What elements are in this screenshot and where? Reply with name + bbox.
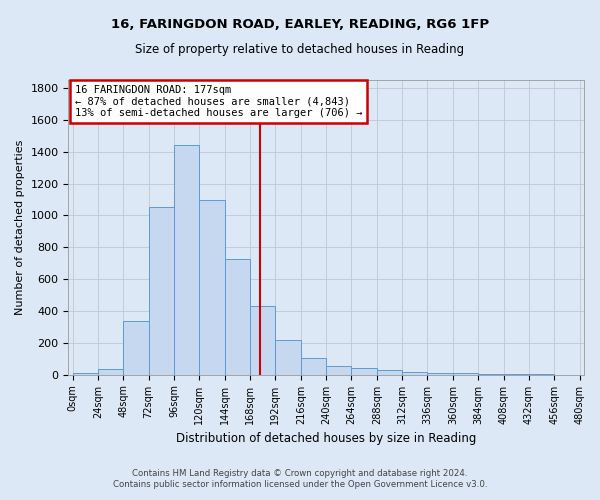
Bar — [250, 306, 275, 374]
Bar — [225, 259, 250, 374]
Bar — [427, 373, 453, 374]
Text: 16 FARINGDON ROAD: 177sqm
← 87% of detached houses are smaller (4,843)
13% of se: 16 FARINGDON ROAD: 177sqm ← 87% of detac… — [75, 85, 362, 118]
Bar — [149, 206, 174, 374]
Bar — [124, 320, 149, 374]
Text: 16, FARINGDON ROAD, EARLEY, READING, RG6 1FP: 16, FARINGDON ROAD, EARLEY, READING, RG6… — [111, 18, 489, 30]
Bar — [73, 373, 98, 374]
Y-axis label: Number of detached properties: Number of detached properties — [15, 140, 25, 315]
Bar — [275, 340, 301, 374]
Bar — [301, 358, 326, 374]
Text: Contains HM Land Registry data © Crown copyright and database right 2024.: Contains HM Land Registry data © Crown c… — [132, 468, 468, 477]
Text: Contains public sector information licensed under the Open Government Licence v3: Contains public sector information licen… — [113, 480, 487, 489]
Bar — [174, 146, 199, 374]
Text: Size of property relative to detached houses in Reading: Size of property relative to detached ho… — [136, 42, 464, 56]
Bar — [377, 370, 402, 374]
Bar — [199, 200, 225, 374]
Bar — [326, 366, 352, 374]
X-axis label: Distribution of detached houses by size in Reading: Distribution of detached houses by size … — [176, 432, 476, 445]
Bar — [352, 368, 377, 374]
Bar — [98, 369, 124, 374]
Bar — [402, 372, 427, 374]
